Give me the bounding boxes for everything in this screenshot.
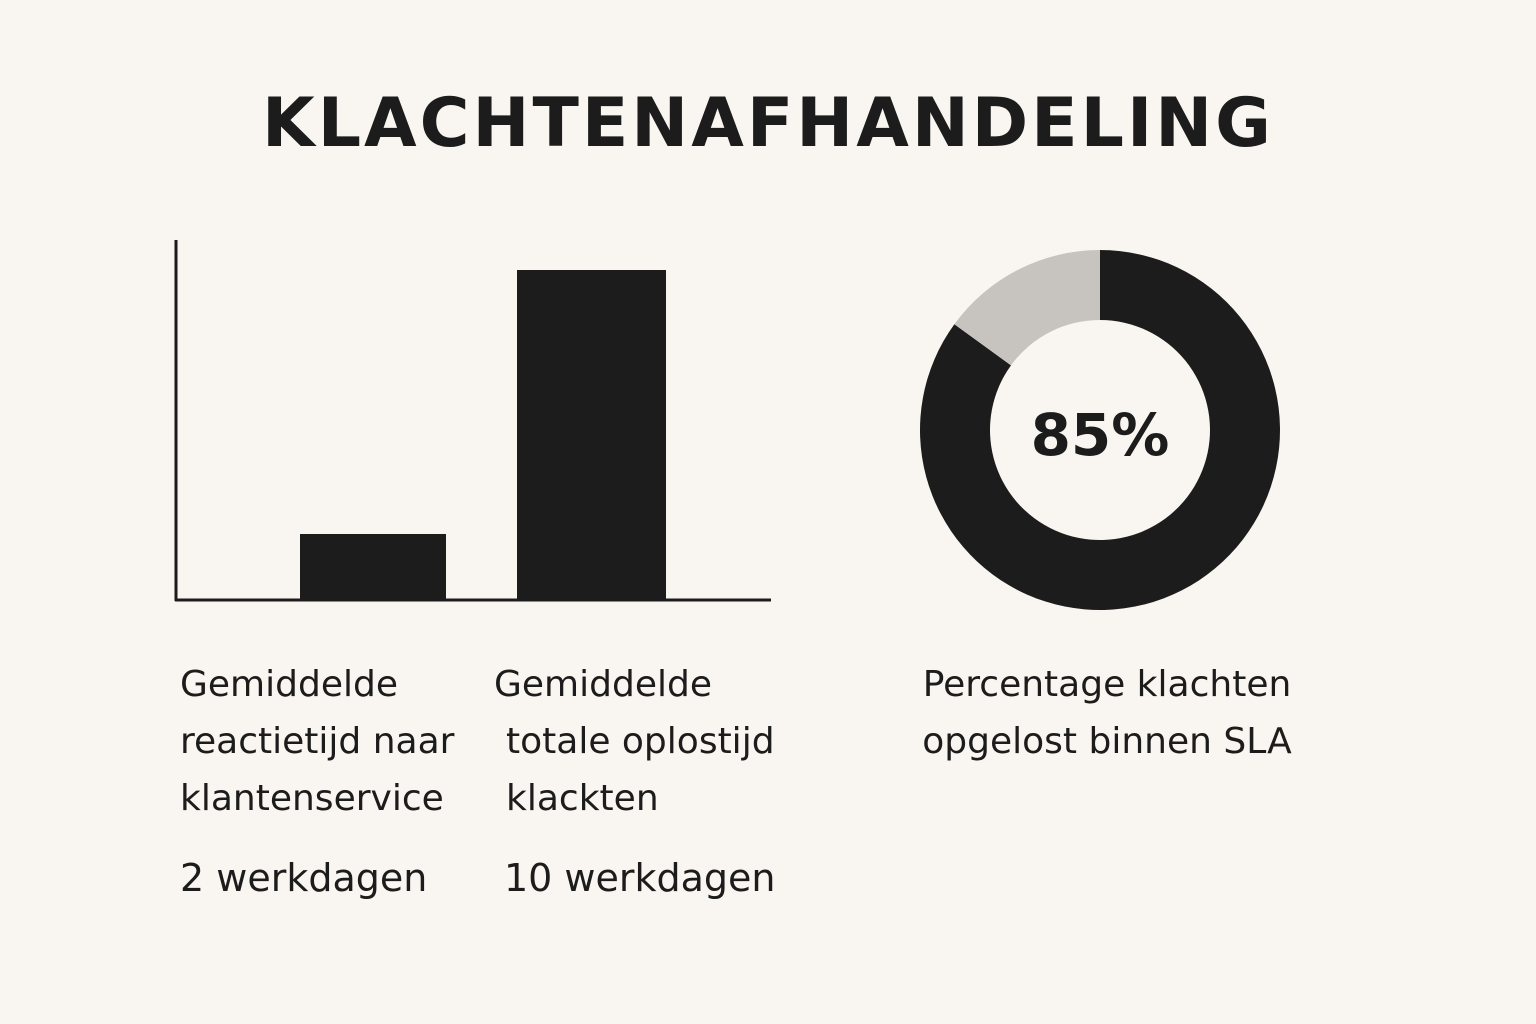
infographic-title: KLACHTENAFHANDELING	[262, 84, 1274, 163]
bar-1	[300, 534, 446, 600]
caption-line: totale oplostijd	[506, 721, 775, 762]
bar-value-resolution-time: 10 werkdagen	[504, 856, 776, 900]
bar-2	[517, 270, 666, 600]
caption-line: klackten	[506, 778, 659, 819]
donut-chart	[920, 250, 1280, 610]
caption-line: Percentage klachten	[922, 664, 1292, 705]
caption-line: opgelost binnen SLA	[922, 721, 1292, 762]
donut-slice-2	[954, 250, 1100, 366]
caption-line: Gemiddelde	[494, 664, 712, 705]
bar-caption-response-time: Gemiddelde reactietijd naar klantenservi…	[180, 656, 454, 827]
donut-center-value: 85%	[1030, 401, 1170, 469]
bar-chart	[174, 240, 771, 602]
caption-line: klantenservice	[180, 778, 444, 819]
caption-line: Gemiddelde	[180, 664, 398, 705]
bar-caption-resolution-time: Gemiddelde totale oplostijd klackten	[494, 656, 775, 827]
donut-slice-1	[920, 250, 1280, 610]
bar-value-response-time: 2 werkdagen	[180, 856, 428, 900]
caption-line: reactietijd naar	[180, 721, 455, 762]
donut-caption: Percentage klachten opgelost binnen SLA	[882, 656, 1332, 770]
